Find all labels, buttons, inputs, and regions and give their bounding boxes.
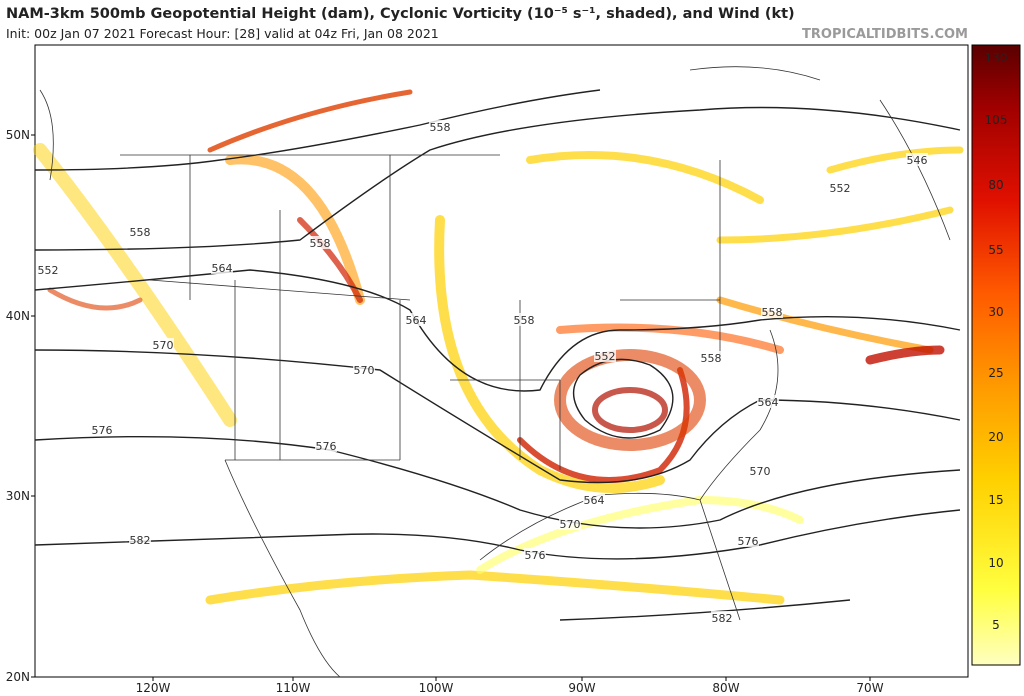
contour-label-bg bbox=[405, 313, 427, 326]
contour-label-bg bbox=[429, 120, 451, 133]
height-contours bbox=[34, 89, 961, 621]
colorbar-tick-label: 55 bbox=[988, 243, 1003, 257]
colorbar bbox=[971, 44, 1021, 666]
contour-label: 564 bbox=[758, 396, 779, 409]
contour-label: 570 bbox=[560, 518, 581, 531]
lat-label: 30N bbox=[6, 489, 30, 503]
contour-label-bg bbox=[711, 611, 733, 624]
colorbar-tick-label: 10 bbox=[988, 556, 1003, 570]
contour-label-bg bbox=[152, 338, 174, 351]
contour-label-bg bbox=[513, 313, 535, 326]
contour-label: 552 bbox=[38, 264, 59, 277]
contour-label: 582 bbox=[130, 534, 151, 547]
contour-label-bg bbox=[583, 493, 605, 506]
lon-label: 120W bbox=[136, 681, 171, 695]
contour-label-bg bbox=[906, 153, 928, 166]
colorbar-tick-label: 5 bbox=[992, 618, 1000, 632]
colorbar-tick-label: 30 bbox=[988, 305, 1003, 319]
boundaries bbox=[39, 66, 951, 678]
contour-label: 546 bbox=[907, 154, 928, 167]
lon-label: 110W bbox=[276, 681, 311, 695]
map-frame bbox=[34, 44, 969, 678]
lon-label: 80W bbox=[712, 681, 739, 695]
contour-label: 558 bbox=[130, 226, 151, 239]
contour-label: 552 bbox=[595, 350, 616, 363]
contour-label-bg bbox=[829, 181, 851, 194]
colorbar-tick-label: 15 bbox=[988, 493, 1003, 507]
lat-label: 40N bbox=[6, 309, 30, 323]
colorbar-tick-label: 25 bbox=[988, 366, 1003, 380]
lon-label: 100W bbox=[419, 681, 454, 695]
contour-label: 576 bbox=[525, 549, 546, 562]
contour-label: 564 bbox=[584, 494, 605, 507]
contour-label: 564 bbox=[406, 314, 427, 327]
lon-label: 90W bbox=[568, 681, 595, 695]
contour-label-bg bbox=[129, 225, 151, 238]
colorbar-tick-label: 80 bbox=[988, 178, 1003, 192]
contour-label-bg bbox=[353, 363, 375, 376]
colorbar-tick-label: 105 bbox=[985, 113, 1008, 127]
contour-label-bg bbox=[315, 439, 337, 452]
contour-label: 582 bbox=[712, 612, 733, 625]
colorbar-tick-label: 130 bbox=[985, 51, 1008, 65]
contour-label: 570 bbox=[153, 339, 174, 352]
contour-label: 564 bbox=[212, 262, 233, 275]
lat-label: 20N bbox=[6, 670, 30, 684]
contour-label: 558 bbox=[310, 237, 331, 250]
subtitle: Init: 00z Jan 07 2021 Forecast Hour: [28… bbox=[6, 26, 439, 41]
credit: TROPICALTIDBITS.COM bbox=[802, 27, 968, 42]
contour-label-bg bbox=[594, 349, 616, 362]
contour-label-bg bbox=[737, 534, 759, 547]
contour-label-bg bbox=[309, 236, 331, 249]
contour-label-bg bbox=[524, 548, 546, 561]
contour-label-bg bbox=[129, 533, 151, 546]
contour-label-bg bbox=[37, 263, 59, 276]
contour-label: 576 bbox=[92, 424, 113, 437]
contour-label: 558 bbox=[430, 121, 451, 134]
contour-label-bg bbox=[559, 517, 581, 530]
colorbar-tick-label: 20 bbox=[988, 430, 1003, 444]
contour-label: 558 bbox=[762, 306, 783, 319]
title: NAM-3km 500mb Geopotential Height (dam),… bbox=[6, 6, 795, 22]
contour-label: 576 bbox=[738, 535, 759, 548]
contour-label-bg bbox=[761, 305, 783, 318]
contour-label-bg bbox=[749, 464, 771, 477]
contour-label-bg bbox=[700, 351, 722, 364]
contour-label: 558 bbox=[514, 314, 535, 327]
contour-label-bg bbox=[211, 261, 233, 274]
contour-label: 558 bbox=[701, 352, 722, 365]
contour-label: 570 bbox=[354, 364, 375, 377]
contour-label: 552 bbox=[830, 182, 851, 195]
contour-label-bg bbox=[757, 395, 779, 408]
contour-label: 570 bbox=[750, 465, 771, 478]
lat-label: 50N bbox=[6, 128, 30, 142]
map-area bbox=[33, 44, 969, 678]
contour-label: 576 bbox=[316, 440, 337, 453]
contour-label-bg bbox=[91, 423, 113, 436]
lon-label: 70W bbox=[856, 681, 883, 695]
